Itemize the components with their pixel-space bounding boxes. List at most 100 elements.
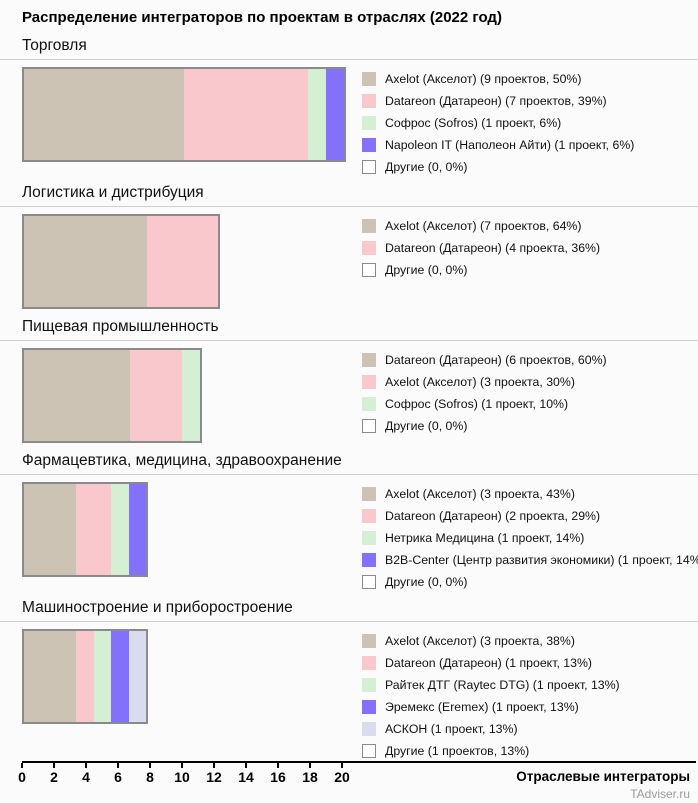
legend-swatch-icon bbox=[362, 396, 376, 411]
legend-item: Эремекс (Eremex) (1 проект, 13%) bbox=[362, 698, 620, 715]
legend-label: Datareon (Датареон) (7 проектов, 39%) bbox=[385, 93, 607, 108]
bar-segment bbox=[147, 216, 218, 307]
axis-tick-label: 8 bbox=[146, 769, 154, 785]
industry-section: Логистика и дистрибуция Axelot (Акселот) … bbox=[0, 183, 698, 309]
legend-item: Datareon (Датареон) (6 проектов, 60%) bbox=[362, 351, 607, 368]
legend-item: Софрос (Sofros) (1 проект, 10%) bbox=[362, 395, 607, 412]
legend-swatch-icon bbox=[362, 486, 376, 501]
axis-tick-label: 16 bbox=[270, 769, 286, 785]
legend-label: Axelot (Акселот) (3 проекта, 30%) bbox=[385, 374, 575, 389]
bar-area bbox=[0, 67, 362, 175]
legend-swatch-icon bbox=[362, 240, 376, 255]
legend-swatch-icon bbox=[362, 374, 376, 389]
legend-label: Axelot (Акселот) (9 проектов, 50%) bbox=[385, 71, 582, 86]
industry-section: Пищевая промышленность Datareon (Датареон… bbox=[0, 317, 698, 443]
legend-label: Другие (0, 0%) bbox=[385, 418, 468, 433]
bar-area bbox=[0, 214, 362, 309]
legend-item: Datareon (Датареон) (2 проекта, 29%) bbox=[362, 507, 698, 524]
section-body: Axelot (Акселот) (3 проекта, 43%) Datareo… bbox=[0, 482, 698, 590]
legend: Axelot (Акселот) (3 проекта, 43%) Datareo… bbox=[362, 482, 698, 590]
legend-label: Другие (0, 0%) bbox=[385, 262, 468, 277]
legend-item: Axelot (Акселот) (3 проекта, 30%) bbox=[362, 373, 607, 390]
bar-segment bbox=[111, 484, 129, 575]
legend-label: Эремекс (Eremex) (1 проект, 13%) bbox=[385, 699, 579, 714]
legend-label: Райтек ДТГ (Raytec DTG) (1 проект, 13%) bbox=[385, 677, 620, 692]
legend-item: Другие (0, 0%) bbox=[362, 573, 698, 590]
bar-segment bbox=[24, 484, 77, 575]
section-title: Пищевая промышленность bbox=[0, 317, 698, 341]
chart-title: Распределение интеграторов по проектам в… bbox=[22, 9, 502, 26]
legend-swatch-icon bbox=[362, 655, 376, 670]
legend-swatch-icon bbox=[362, 218, 376, 233]
stacked-bar bbox=[22, 67, 346, 162]
bar-area bbox=[0, 348, 362, 443]
legend-label: Napoleon IT (Наполеон Айти) (1 проект, 6… bbox=[385, 137, 635, 152]
legend-item: Axelot (Акселот) (9 проектов, 50%) bbox=[362, 70, 634, 87]
legend-swatch-icon bbox=[362, 93, 376, 108]
legend-item: Софрос (Sofros) (1 проект, 6%) bbox=[362, 114, 634, 131]
legend-item: Datareon (Датареон) (4 проекта, 36%) bbox=[362, 239, 600, 256]
axis-tick-label: 20 bbox=[334, 769, 350, 785]
bar-area bbox=[0, 482, 362, 590]
section-body: Axelot (Акселот) (3 проекта, 38%) Datareo… bbox=[0, 629, 698, 759]
legend-swatch-icon bbox=[362, 508, 376, 523]
legend-item: Нетрика Медицина (1 проект, 14%) bbox=[362, 529, 698, 546]
axis-tick bbox=[149, 763, 151, 768]
legend-item: Datareon (Датареон) (1 проект, 13%) bbox=[362, 654, 620, 671]
axis-tick bbox=[277, 763, 279, 768]
axis-tick bbox=[213, 763, 215, 768]
x-axis: 0 2 4 6 8 10 12 14 16 18 20 Отраслевые интеграторы… bbox=[0, 761, 698, 803]
axis-tick bbox=[245, 763, 247, 768]
bar-segment bbox=[24, 216, 148, 307]
bar-segment bbox=[76, 484, 112, 575]
bar-segment bbox=[24, 350, 130, 441]
axis-tick-label: 2 bbox=[50, 769, 58, 785]
axis-tick bbox=[117, 763, 119, 768]
axis-tick-label: 10 bbox=[174, 769, 190, 785]
axis-tick bbox=[85, 763, 87, 768]
legend-item: Datareon (Датареон) (7 проектов, 39%) bbox=[362, 92, 634, 109]
section-body: Datareon (Датареон) (6 проектов, 60%) Axe… bbox=[0, 348, 698, 443]
bar-segment bbox=[24, 69, 184, 160]
section-title: Логистика и дистрибуция bbox=[0, 183, 698, 207]
legend-item: Другие (1 проектов, 13%) bbox=[362, 742, 620, 759]
x-axis-label: Отраслевые интеграторы bbox=[516, 769, 690, 784]
axis-tick-label: 12 bbox=[206, 769, 222, 785]
watermark: TAdviser.ru bbox=[630, 787, 690, 801]
legend-item: Axelot (Акселот) (3 проекта, 38%) bbox=[362, 632, 620, 649]
bar-segment bbox=[184, 69, 309, 160]
axis-tick-label: 6 bbox=[114, 769, 122, 785]
legend-label: Axelot (Акселот) (3 проекта, 38%) bbox=[385, 633, 575, 648]
legend-label: Axelot (Акселот) (7 проектов, 64%) bbox=[385, 218, 582, 233]
legend-label: B2B-Center (Центр развития экономики) (1… bbox=[385, 552, 698, 567]
axis-tick-label: 18 bbox=[302, 769, 318, 785]
bar-segment bbox=[24, 631, 77, 722]
section-title: Машиностроение и приборостроение bbox=[0, 598, 698, 622]
stacked-bar bbox=[22, 482, 148, 577]
legend-item: Axelot (Акселот) (7 проектов, 64%) bbox=[362, 217, 600, 234]
legend-label: Другие (0, 0%) bbox=[385, 574, 468, 589]
legend-item: Axelot (Акселот) (3 проекта, 43%) bbox=[362, 485, 698, 502]
bar-segment bbox=[128, 484, 146, 575]
legend-label: Axelot (Акселот) (3 проекта, 43%) bbox=[385, 486, 575, 501]
legend-swatch-icon bbox=[362, 137, 376, 152]
legend-swatch-icon bbox=[362, 71, 376, 86]
axis-tick bbox=[181, 763, 183, 768]
section-body: Axelot (Акселот) (9 проектов, 50%) Datare… bbox=[0, 67, 698, 175]
legend-swatch-icon bbox=[362, 677, 376, 692]
legend-label: Софрос (Sofros) (1 проект, 10%) bbox=[385, 396, 569, 411]
axis-tick bbox=[21, 763, 23, 768]
axis-tick-label: 14 bbox=[238, 769, 254, 785]
legend: Axelot (Акселот) (3 проекта, 38%) Datareo… bbox=[362, 629, 620, 759]
x-axis-line bbox=[22, 761, 696, 763]
axis-tick bbox=[341, 763, 343, 768]
legend-item: B2B-Center (Центр развития экономики) (1… bbox=[362, 551, 698, 568]
legend: Datareon (Датареон) (6 проектов, 60%) Axe… bbox=[362, 348, 607, 443]
legend-item: Другие (0, 0%) bbox=[362, 261, 600, 278]
legend-swatch-icon bbox=[362, 159, 376, 174]
bar-segment bbox=[182, 350, 200, 441]
legend-swatch-icon bbox=[362, 262, 376, 277]
legend-swatch-icon bbox=[362, 352, 376, 367]
axis-tick-label: 4 bbox=[82, 769, 90, 785]
